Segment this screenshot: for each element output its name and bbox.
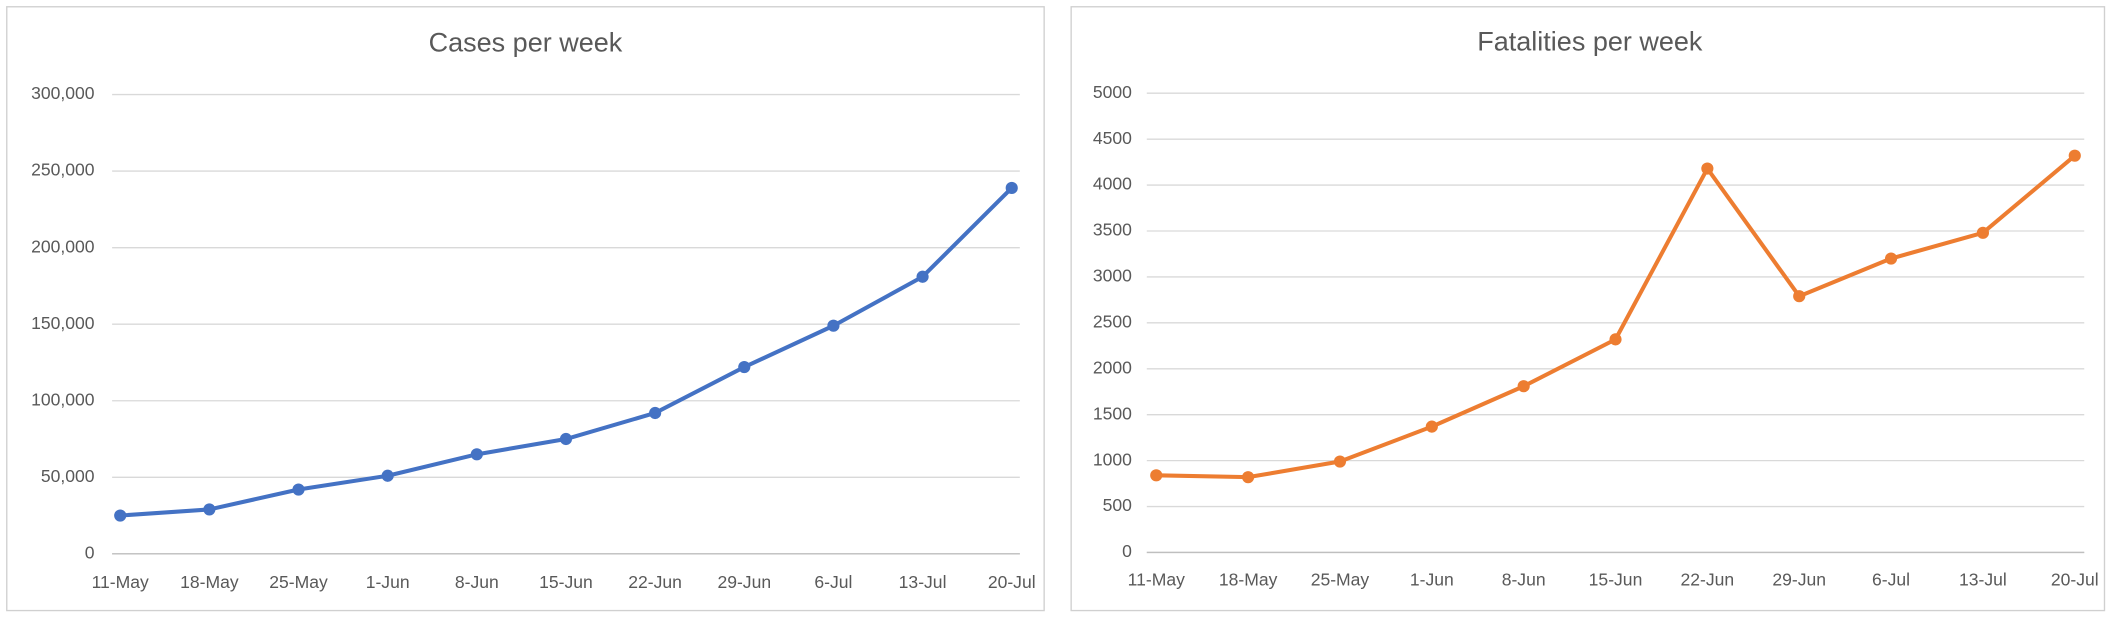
x-tick-label: 8-Jun [455,572,499,592]
x-tick-label: 11-May [1128,569,1185,589]
x-tick-label: 18-May [1219,569,1278,589]
data-point [1425,420,1438,433]
y-tick-label: 50,000 [41,466,95,486]
y-tick-label: 4000 [1093,174,1132,194]
y-tick-label: 300,000 [31,83,95,103]
data-point [2068,149,2081,162]
chart-panel [1070,6,2106,612]
x-tick-label: 6-Jul [1872,569,1910,589]
data-point [1005,181,1018,195]
x-tick-label: 22-Jun [628,572,682,592]
data-point [1793,290,1806,303]
data-point [1150,469,1163,482]
data-point [1884,252,1898,265]
x-tick-label: 13-Jul [899,572,947,592]
chart-panel [6,6,1045,612]
x-tick-label: 29-Jun [1772,569,1826,589]
x-tick-label: 29-Jun [717,572,771,592]
data-point [649,406,662,420]
data-point [559,432,573,446]
x-tick-label: 25-May [269,572,328,592]
x-tick-label: 15-Jun [1589,569,1643,589]
data-point [1701,162,1714,175]
data-point [1609,333,1622,346]
x-tick-label: 20-Jul [2051,569,2099,589]
y-tick-label: 1000 [1093,449,1132,469]
y-tick-label: 500 [1103,495,1133,515]
x-tick-label: 13-Jul [1959,569,2007,589]
y-tick-label: 3500 [1093,220,1132,240]
data-point [114,509,127,522]
x-tick-label: 20-Jul [988,572,1036,592]
data-point [292,483,305,496]
x-tick-label: 11-May [92,572,149,592]
y-tick-label: 5000 [1093,82,1132,102]
x-tick-label: 25-May [1311,569,1370,589]
data-point [381,469,394,482]
data-point [827,319,840,332]
y-tick-label: 3000 [1093,266,1132,286]
data-point [470,448,483,461]
data-point [203,503,216,516]
x-tick-label: 1-Jun [1410,569,1454,589]
x-tick-label: 18-May [180,572,239,592]
data-point [1517,380,1530,393]
y-tick-label: 0 [85,542,95,562]
data-point [1333,455,1347,468]
x-tick-label: 15-Jun [539,572,593,592]
x-tick-label: 1-Jun [366,572,410,592]
x-tick-label: 6-Jul [814,572,852,592]
data-point [1242,471,1255,484]
y-tick-label: 150,000 [31,313,95,333]
y-tick-label: 0 [1122,541,1132,561]
chart-title: Cases per week [429,28,623,58]
y-tick-label: 2000 [1093,357,1132,377]
y-tick-label: 4500 [1093,128,1132,148]
chart-title: Fatalities per week [1477,26,1703,56]
y-tick-label: 1500 [1093,403,1132,423]
x-tick-label: 8-Jun [1502,569,1546,589]
data-point [738,360,751,374]
y-tick-label: 100,000 [31,389,95,409]
y-tick-label: 2500 [1093,311,1132,331]
x-tick-label: 22-Jun [1681,569,1735,589]
y-tick-label: 250,000 [31,160,95,180]
data-point [916,270,929,283]
data-point [1976,226,1990,239]
y-tick-label: 200,000 [31,236,95,256]
